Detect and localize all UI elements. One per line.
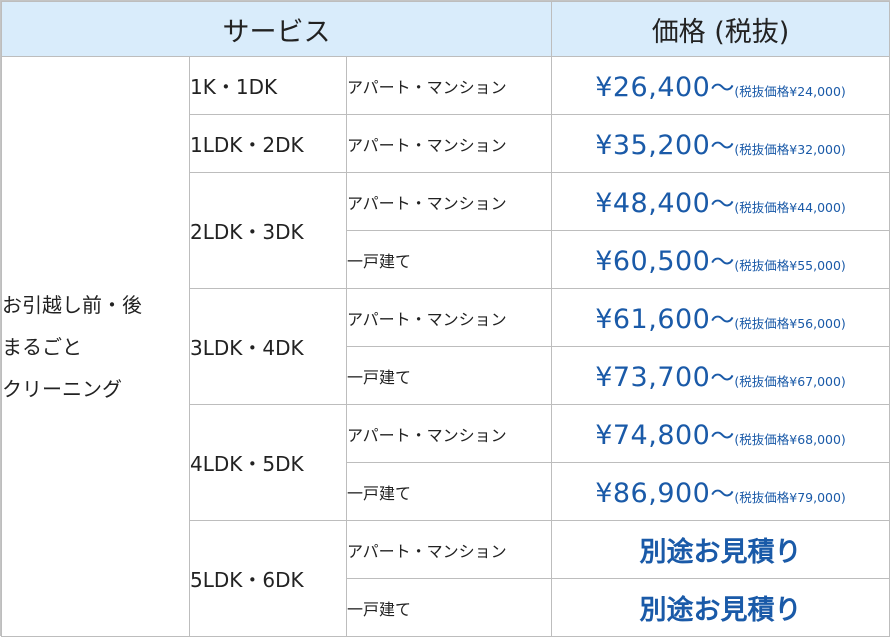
tilde-mark: 〜 [710,306,735,334]
price-amount: ¥61,600 [595,304,711,335]
tilde-mark: 〜 [710,480,735,508]
table-row: 4LDK・5DK アパート・マンション ¥74,800〜(税抜価格¥68,000… [2,404,890,521]
tax-excluded-note: (税抜価格¥55,000) [734,258,846,273]
price-cell: 別途お見積り [551,578,890,637]
service-name-line: まるごと [2,334,82,359]
tax-excluded-note: (税抜価格¥24,000) [734,84,846,99]
tax-excluded-note: (税抜価格¥68,000) [734,432,846,447]
building-type-cell: アパート・マンション [345,172,553,231]
table-row: 3LDK・4DK アパート・マンション ¥61,600〜(税抜価格¥56,000… [2,288,890,405]
table-row: 1LDK・2DK アパート・マンション ¥35,200〜(税抜価格¥32,000… [2,114,890,173]
service-name-line: お引越し前・後 [2,292,142,317]
table-row: 一戸建て 別途お見積り [2,578,890,637]
tilde-mark: 〜 [710,248,735,276]
quote-on-request: 別途お見積り [639,537,802,568]
price-amount: ¥48,400 [595,188,711,219]
tilde-mark: 〜 [710,422,735,450]
price-cell: 別途お見積り [551,520,890,579]
building-type-cell: 一戸建て [345,462,553,521]
price-amount: ¥26,400 [595,72,711,103]
tax-excluded-note: (税抜価格¥44,000) [734,200,846,215]
price-amount: ¥60,500 [595,246,711,277]
building-type-cell: 一戸建て [345,578,553,637]
table-row: お引越し前・後 まるごと クリーニング 1K・1DK アパート・マンション ¥2… [1,56,890,637]
price-cell: ¥26,400〜(税抜価格¥24,000) [551,56,890,115]
building-type-cell: アパート・マンション [345,288,553,347]
tax-excluded-note: (税抜価格¥32,000) [734,142,846,157]
price-cell: ¥48,400〜(税抜価格¥44,000) [551,172,890,231]
price-cell: ¥60,500〜(税抜価格¥55,000) [551,230,890,289]
service-header: サービス [0,1,553,57]
building-type-cell: 一戸建て [345,230,553,289]
price-amount: ¥86,900 [595,478,711,509]
building-type-cell: アパート・マンション [345,520,553,579]
building-type-cell: アパート・マンション [345,56,553,115]
price-amount: ¥74,800 [595,420,711,451]
price-cell: ¥86,900〜(税抜価格¥79,000) [551,462,890,521]
service-name-cell: お引越し前・後 まるごと クリーニング [1,56,190,637]
service-name-line: クリーニング [2,376,122,401]
price-cell: ¥35,200〜(税抜価格¥32,000) [551,114,890,173]
table-row: 一戸建て ¥60,500〜(税抜価格¥55,000) [2,230,890,289]
tilde-mark: 〜 [710,190,735,218]
price-amount: ¥35,200 [595,130,711,161]
tilde-mark: 〜 [710,132,735,160]
tax-excluded-note: (税抜価格¥67,000) [734,374,846,389]
price-cell: ¥61,600〜(税抜価格¥56,000) [551,288,890,347]
room-size-cell: 1LDK・2DK [189,114,347,173]
tax-excluded-note: (税抜価格¥56,000) [734,316,846,331]
room-size-cell: 5LDK・6DK [189,520,347,637]
room-size-cell: 4LDK・5DK [189,404,347,521]
price-amount: ¥73,700 [595,362,711,393]
tilde-mark: 〜 [710,74,735,102]
room-size-cell: 3LDK・4DK [189,288,347,405]
room-size-cell: 2LDK・3DK [189,172,347,289]
building-type-cell: 一戸建て [345,346,553,405]
price-cell: ¥73,700〜(税抜価格¥67,000) [551,346,890,405]
quote-on-request: 別途お見積り [639,595,802,626]
tax-excluded-note: (税抜価格¥79,000) [734,490,846,505]
price-header: 価格 (税抜) [551,1,890,57]
table-row: 5LDK・6DK アパート・マンション 別途お見積り [2,520,890,637]
price-cell: ¥74,800〜(税抜価格¥68,000) [551,404,890,463]
building-type-cell: アパート・マンション [345,114,553,173]
room-size-cell: 1K・1DK [189,56,347,115]
tilde-mark: 〜 [710,364,735,392]
table-row: 2LDK・3DK アパート・マンション ¥48,400〜(税抜価格¥44,000… [2,172,890,289]
building-type-cell: アパート・マンション [345,404,553,463]
table-row: 一戸建て ¥86,900〜(税抜価格¥79,000) [2,462,890,521]
